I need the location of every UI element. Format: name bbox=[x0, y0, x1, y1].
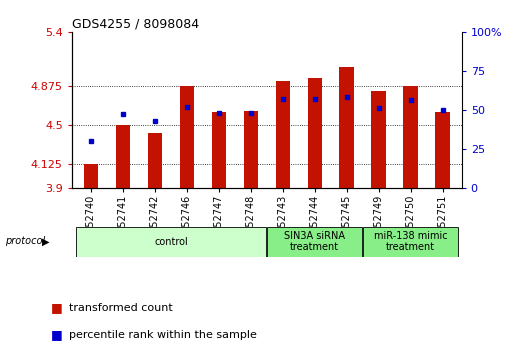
Text: percentile rank within the sample: percentile rank within the sample bbox=[69, 330, 257, 339]
Bar bbox=[244, 111, 258, 188]
Bar bbox=[403, 86, 418, 188]
Text: protocol: protocol bbox=[5, 236, 45, 246]
Text: transformed count: transformed count bbox=[69, 303, 173, 313]
Bar bbox=[84, 164, 98, 188]
Bar bbox=[275, 81, 290, 188]
Text: ■: ■ bbox=[51, 302, 63, 314]
Bar bbox=[116, 125, 130, 188]
Bar bbox=[436, 112, 450, 188]
Bar bbox=[307, 78, 322, 188]
Text: miR-138 mimic
treatment: miR-138 mimic treatment bbox=[374, 231, 447, 252]
FancyBboxPatch shape bbox=[75, 227, 266, 257]
Bar bbox=[371, 91, 386, 188]
Text: SIN3A siRNA
treatment: SIN3A siRNA treatment bbox=[284, 231, 345, 252]
FancyBboxPatch shape bbox=[363, 227, 458, 257]
Text: GDS4255 / 8098084: GDS4255 / 8098084 bbox=[72, 18, 199, 31]
Text: ■: ■ bbox=[51, 328, 63, 341]
Bar bbox=[340, 67, 354, 188]
Bar bbox=[212, 112, 226, 188]
Text: ▶: ▶ bbox=[43, 236, 50, 246]
Bar bbox=[148, 133, 162, 188]
Text: control: control bbox=[154, 236, 188, 247]
FancyBboxPatch shape bbox=[267, 227, 362, 257]
Bar bbox=[180, 86, 194, 188]
